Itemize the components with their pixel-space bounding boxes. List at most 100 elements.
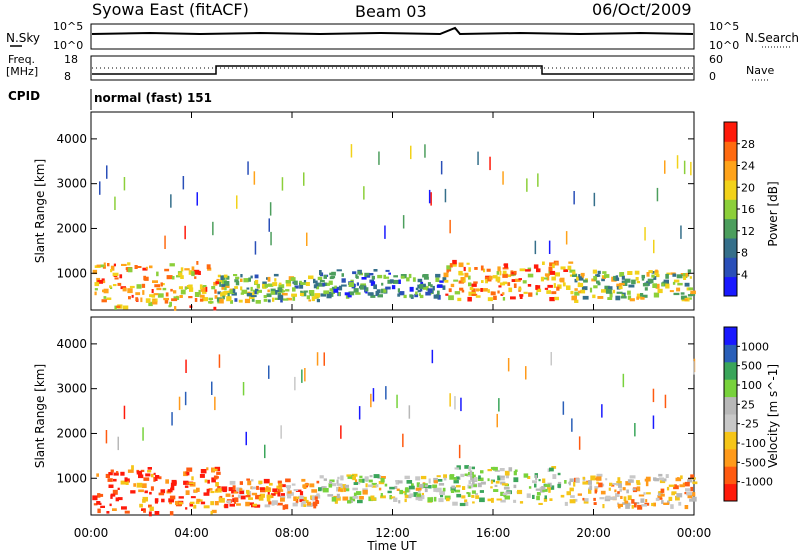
velocity-cell — [211, 477, 216, 483]
power-ytick-label: 3000 — [56, 177, 87, 191]
velocity-cell — [404, 498, 407, 503]
power-cell — [502, 273, 508, 278]
power-cell — [373, 269, 378, 272]
velocity-cell — [298, 495, 305, 500]
power-cell — [629, 298, 635, 302]
velocity-cell — [435, 487, 442, 493]
power-cell — [536, 268, 541, 273]
power-cell — [180, 275, 184, 279]
velocity-cell — [428, 478, 431, 484]
power-streak — [196, 192, 198, 206]
velocity-streak — [316, 352, 319, 366]
power-cell — [254, 279, 259, 285]
velocity-cell — [167, 489, 173, 493]
power-cell — [331, 271, 336, 276]
power-cell — [500, 293, 504, 296]
power-cell — [135, 297, 139, 302]
velocity-cell — [661, 478, 667, 482]
power-cell — [363, 285, 367, 290]
velocity-cell — [569, 499, 576, 504]
power-cell — [560, 266, 566, 270]
velocity-streak — [578, 436, 581, 450]
power-cell — [315, 282, 322, 287]
velocity-cell — [110, 493, 116, 497]
velocity-cell — [92, 495, 98, 501]
power-streak — [269, 202, 272, 216]
power-cell — [676, 274, 683, 279]
power-cell — [651, 274, 655, 278]
power-cell — [303, 280, 307, 283]
velocity-colorbar-frame — [723, 326, 738, 502]
power-data-marks — [92, 144, 696, 311]
power-streak — [247, 161, 249, 175]
velocity-streak — [294, 376, 296, 391]
power-cell — [655, 274, 660, 278]
power-cell — [631, 279, 636, 285]
power-cell — [563, 269, 569, 272]
power-streak — [680, 225, 682, 239]
power-cell — [684, 282, 690, 287]
velocity-cell — [271, 495, 274, 498]
power-cell — [497, 266, 501, 272]
power-cell — [222, 291, 228, 295]
power-cell — [292, 287, 296, 292]
power-cell — [152, 301, 158, 305]
velocity-cell — [638, 494, 645, 497]
velocity-cell — [210, 491, 215, 494]
velocity-cell — [337, 476, 340, 480]
power-cell — [178, 272, 183, 277]
velocity-cell — [389, 486, 395, 490]
power-cell — [689, 276, 692, 279]
power-cell — [616, 283, 622, 288]
velocity-cell — [213, 468, 218, 471]
power-cell — [547, 284, 553, 288]
power-cell — [566, 285, 571, 290]
velocity-cell — [462, 486, 466, 490]
velocity-cell — [409, 493, 413, 498]
velocity-cell — [446, 497, 450, 502]
power-cell — [615, 275, 619, 280]
power-cell — [156, 271, 159, 277]
power-colorbar-tick-label: 16 — [741, 203, 755, 216]
power-cell — [554, 296, 559, 301]
velocity-cell — [409, 486, 413, 489]
velocity-cell — [287, 490, 292, 494]
velocity-cell — [474, 477, 478, 481]
velocity-cell — [105, 473, 110, 478]
velocity-cell — [313, 504, 317, 509]
velocity-colorbar-label: Velocity [m s^-1] — [766, 364, 780, 468]
velocity-cell — [469, 470, 473, 475]
velocity-cell — [141, 483, 147, 488]
power-panel: 1000 2000 3000 4000 Slant Range [km] 28 24 20… — [33, 111, 780, 311]
velocity-cell — [526, 493, 531, 498]
velocity-cell — [645, 499, 648, 503]
noise-left-tick-low: 10^0 — [53, 39, 83, 52]
power-cell — [300, 292, 304, 296]
velocity-colorbar-swatch — [724, 396, 737, 415]
power-cell — [397, 288, 400, 293]
power-cell — [445, 293, 449, 296]
velocity-cell — [493, 466, 498, 471]
velocity-cell — [196, 498, 201, 502]
power-cell — [238, 299, 243, 303]
power-cell — [642, 283, 649, 287]
velocity-cell — [165, 479, 169, 484]
power-streak — [99, 181, 101, 195]
velocity-cell — [228, 487, 234, 492]
power-cell — [571, 295, 577, 301]
velocity-cell — [97, 493, 101, 498]
power-streak — [270, 231, 272, 246]
power-cell — [191, 271, 195, 277]
velocity-cell — [589, 485, 593, 491]
velocity-cell — [249, 502, 254, 506]
power-cell — [457, 297, 462, 302]
velocity-cell — [258, 480, 263, 484]
power-cell — [262, 281, 267, 285]
power-cell — [557, 284, 562, 289]
power-cell — [601, 289, 607, 293]
velocity-cell — [266, 494, 273, 499]
velocity-cell — [491, 497, 494, 503]
power-cell — [549, 262, 554, 267]
velocity-cell — [634, 502, 637, 508]
velocity-cell — [373, 474, 380, 479]
